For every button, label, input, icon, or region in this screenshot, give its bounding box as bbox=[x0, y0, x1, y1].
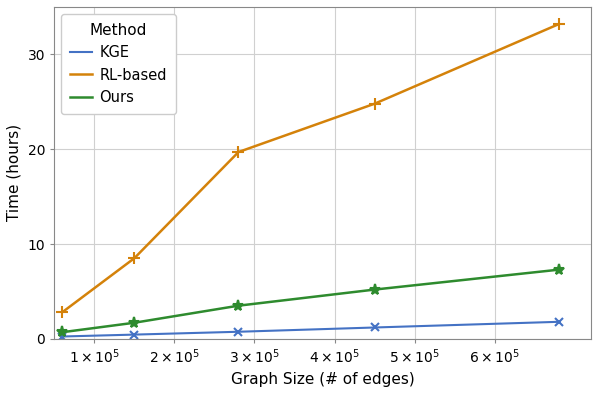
KGE bbox=[235, 329, 242, 334]
Legend: KGE, RL-based, Ours: KGE, RL-based, Ours bbox=[62, 14, 176, 113]
RL-based bbox=[131, 256, 138, 260]
KGE bbox=[556, 320, 563, 324]
Ours bbox=[131, 320, 138, 325]
Ours bbox=[556, 267, 563, 272]
X-axis label: Graph Size (# of edges): Graph Size (# of edges) bbox=[231, 372, 414, 387]
Line: KGE: KGE bbox=[58, 318, 563, 341]
KGE bbox=[131, 332, 138, 337]
RL-based bbox=[235, 150, 242, 154]
RL-based bbox=[556, 22, 563, 26]
Y-axis label: Time (hours): Time (hours) bbox=[7, 125, 22, 221]
Ours bbox=[59, 330, 66, 335]
Line: Ours: Ours bbox=[57, 264, 565, 338]
RL-based bbox=[59, 310, 66, 315]
KGE bbox=[371, 325, 379, 330]
KGE bbox=[59, 334, 66, 339]
RL-based bbox=[371, 101, 379, 106]
Ours bbox=[235, 303, 242, 308]
Ours bbox=[371, 287, 379, 292]
Line: RL-based: RL-based bbox=[56, 18, 565, 319]
